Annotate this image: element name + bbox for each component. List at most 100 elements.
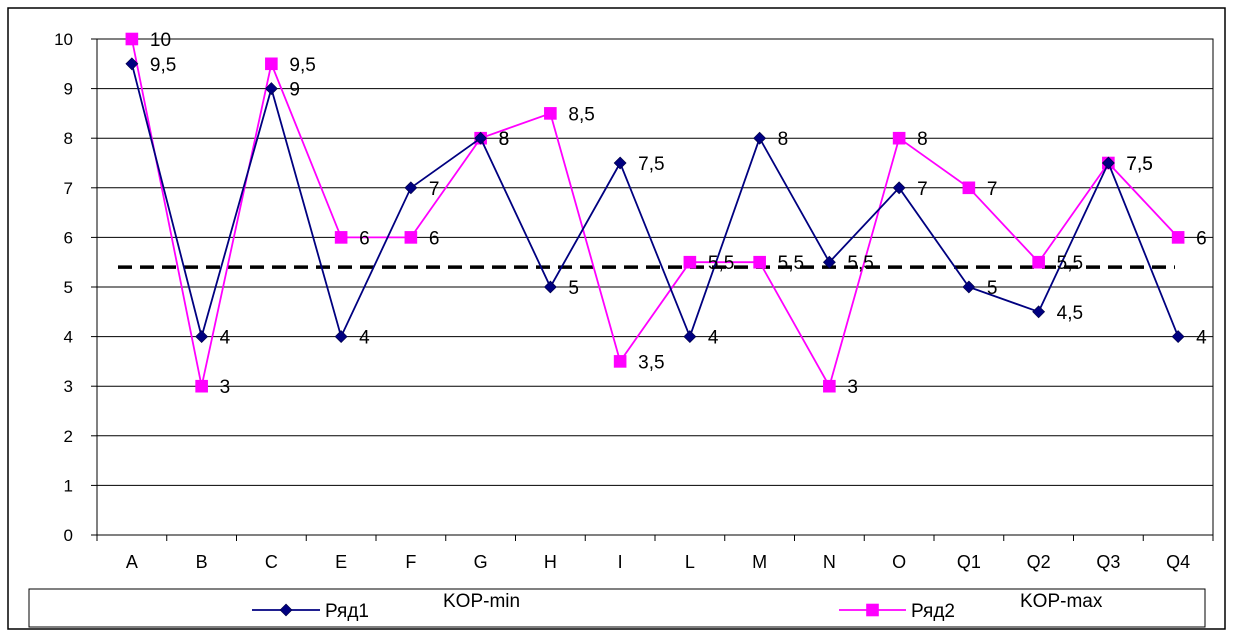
x-tick-label: C — [265, 552, 278, 572]
series-2-marker — [544, 107, 557, 120]
series-2-marker — [892, 131, 906, 145]
series-1-marker — [264, 82, 278, 96]
series-1-marker — [892, 181, 906, 195]
legend-box — [28, 588, 1206, 628]
x-tick-label: H — [544, 552, 557, 572]
x-tick-label: M — [752, 552, 767, 572]
series-line-1 — [131, 63, 1179, 341]
series-1-marker — [543, 280, 557, 294]
series-1-marker — [1032, 305, 1046, 319]
series-1-data-label: 5,5 — [847, 253, 873, 274]
series-1-marker — [962, 280, 976, 294]
series-2-data-label: 8 — [499, 129, 510, 150]
series-1-marker — [474, 131, 488, 145]
series-1-data-label: 8 — [778, 129, 789, 150]
series-2-data-label: 3 — [847, 377, 858, 398]
series-1-marker — [1101, 156, 1115, 170]
x-tick-label: L — [685, 552, 695, 572]
series-2-data-label: 3 — [220, 377, 231, 398]
y-tick-label: 5 — [64, 278, 73, 297]
series-1-marker — [334, 330, 348, 344]
x-tick-label: Q4 — [1166, 552, 1190, 572]
series-1-data-label: 7 — [429, 179, 440, 200]
series-2-data-label: 5,5 — [1057, 253, 1083, 274]
series-1-data-label: 7,5 — [638, 154, 664, 175]
series-2-marker — [613, 355, 627, 368]
y-tick-label: 3 — [64, 377, 73, 396]
series-2-marker — [1171, 231, 1185, 244]
series-2-data-label: 6 — [1196, 228, 1207, 249]
series-1-data-label: 9 — [289, 80, 300, 101]
series-2-data-label: 10 — [150, 30, 171, 51]
series-1-marker — [822, 255, 836, 269]
series-2-marker — [195, 379, 208, 393]
series-1-data-label: 9,5 — [150, 55, 176, 76]
legend-marker-1 — [279, 603, 293, 617]
series-2-marker — [125, 32, 139, 46]
y-tick-label: 8 — [64, 129, 73, 148]
y-tick-label: 7 — [64, 179, 73, 198]
series-1-marker — [404, 181, 418, 195]
series-2-data-label: 6 — [429, 228, 440, 249]
series-2-data-label: 5,5 — [708, 253, 734, 274]
series-line-2 — [130, 38, 1179, 389]
series-2-data-label: 9,5 — [289, 55, 315, 76]
x-tick-label: N — [823, 552, 836, 572]
legend-label-2: Ряд2 — [911, 601, 955, 622]
series-1-marker — [125, 57, 139, 71]
series-1-data-label: 4 — [708, 328, 719, 349]
x-tick-label: G — [474, 552, 488, 572]
series-2-data-label: 8,5 — [568, 104, 594, 125]
legend-note-2: KOP-max — [1020, 591, 1103, 612]
series-2-data-label: 8 — [917, 129, 928, 150]
series-2-marker — [265, 57, 278, 71]
series-2-marker — [753, 255, 766, 269]
series-2-marker — [683, 255, 697, 269]
series-2-data-label: 7 — [987, 179, 998, 200]
series-1-data-label: 8 — [499, 129, 510, 150]
x-tick-label: Q3 — [1096, 552, 1120, 572]
y-tick-label: 6 — [64, 228, 73, 247]
series-2-marker — [823, 379, 836, 393]
series-2-data-label: 5,5 — [778, 253, 804, 274]
series-1-data-label: 7 — [917, 179, 928, 200]
y-tick-label: 4 — [64, 328, 73, 347]
y-tick-label: 1 — [64, 476, 73, 495]
series-1-marker — [195, 330, 209, 344]
series-1-data-label: 4 — [220, 328, 231, 349]
series-1-marker — [1171, 330, 1185, 344]
series-2-data-label: 7,5 — [1126, 154, 1152, 175]
y-tick-label: 10 — [54, 30, 73, 49]
y-tick-label: 2 — [64, 427, 73, 446]
x-tick-label: O — [892, 552, 906, 572]
series-1-marker — [683, 330, 697, 344]
legend-marker-2 — [866, 603, 879, 617]
x-tick-label: I — [618, 552, 623, 572]
x-tick-label: E — [335, 552, 347, 572]
series-2-data-label: 3,5 — [638, 352, 664, 373]
x-tick-label: B — [196, 552, 208, 572]
legend-note-1: KOP-min — [443, 591, 520, 612]
legend: Ряд1 KOP-min Ряд2 KOP-max — [28, 588, 1206, 628]
series-1-data-label: 5 — [568, 278, 579, 299]
series-1-data-label: 4 — [1196, 328, 1207, 349]
y-tick-label: 9 — [64, 80, 73, 99]
series-2-marker — [962, 181, 976, 195]
series-2-marker — [404, 231, 418, 244]
series-1-data-label: 4 — [359, 328, 370, 349]
x-tick-label: F — [405, 552, 416, 572]
x-tick-label: Q2 — [1027, 552, 1051, 572]
series-2-data-label: 6 — [359, 228, 370, 249]
series-1-data-label: 7,5 — [1126, 154, 1152, 175]
x-tick-label: Q1 — [957, 552, 981, 572]
series-1-marker — [613, 156, 627, 170]
x-tick-label: A — [126, 552, 138, 572]
series-2-marker — [1032, 255, 1045, 269]
y-tick-label: 0 — [64, 526, 73, 545]
series-1-marker — [753, 131, 767, 145]
series-1-data-label: 5 — [987, 278, 998, 299]
series-1-data-label: 4,5 — [1057, 303, 1083, 324]
series-2-marker — [334, 231, 348, 244]
